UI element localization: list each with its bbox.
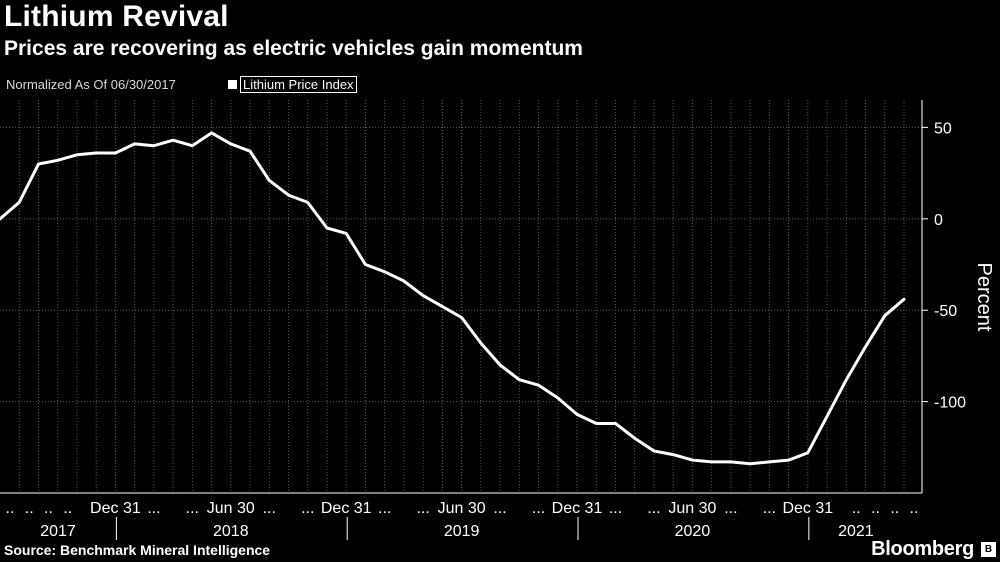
x-tick-dots: ... <box>532 500 545 517</box>
x-tick-label: Jun 30 <box>207 500 255 517</box>
x-year-label: 2017 <box>40 523 76 540</box>
x-tick-dots: .. <box>871 500 880 517</box>
chart-title: Lithium Revival <box>4 0 229 33</box>
x-tick-dots: ... <box>378 500 391 517</box>
series <box>0 131 906 466</box>
brand-mark-icon: B <box>981 542 996 557</box>
x-tick-dots: .. <box>63 500 72 517</box>
normalization-note: Normalized As Of 06/30/2017 <box>6 77 176 92</box>
legend: Lithium Price Index <box>228 76 357 93</box>
x-tick-label: Jun 30 <box>438 500 486 517</box>
y-tick-label: -50 <box>934 303 957 320</box>
y-axis-label: Percent <box>973 263 995 332</box>
x-year-label: 2019 <box>444 523 480 540</box>
chart-subtitle: Prices are recovering as electric vehicl… <box>4 37 583 60</box>
brand-logo: Bloomberg <box>871 538 974 560</box>
legend-label: Lithium Price Index <box>240 76 357 93</box>
x-tick-label: Jun 30 <box>668 500 716 517</box>
x-year-label: 2018 <box>213 523 249 540</box>
x-tick-dots: ... <box>186 500 199 517</box>
x-tick-dots: .. <box>852 500 861 517</box>
x-tick-dots: .. <box>25 500 34 517</box>
x-tick-label: Dec 31 <box>321 500 372 517</box>
x-tick-label: Dec 31 <box>552 500 603 517</box>
source-note: Source: Benchmark Mineral Intelligence <box>4 542 271 558</box>
x-year-label: 2020 <box>675 523 711 540</box>
x-tick-dots: .. <box>44 500 53 517</box>
x-tick-dots: ... <box>724 500 737 517</box>
axes <box>0 100 928 540</box>
x-tick-dots: .. <box>890 500 899 517</box>
x-tick-dots: ... <box>763 500 776 517</box>
x-tick-dots: ... <box>147 500 160 517</box>
x-tick-dots: ... <box>647 500 660 517</box>
x-tick-dots: .. <box>6 500 15 517</box>
y-tick-label: 50 <box>934 120 952 137</box>
x-tick-dots: ... <box>609 500 622 517</box>
x-tick-dots: .. <box>910 500 919 517</box>
legend-swatch <box>228 80 237 89</box>
x-tick-dots: ... <box>416 500 429 517</box>
series-line-lithium-price-index <box>0 131 906 466</box>
x-tick-label: Dec 31 <box>90 500 141 517</box>
x-tick-label: Dec 31 <box>782 500 833 517</box>
x-tick-dots: ... <box>493 500 506 517</box>
y-tick-label: 0 <box>934 212 943 229</box>
grid <box>0 100 922 493</box>
x-tick-dots: ... <box>263 500 276 517</box>
y-tick-label: -100 <box>934 395 966 412</box>
axis-labels: 50 0 -50 -100 Percent Dec 31 Jun 30 Dec 31 Jun 3… <box>6 120 995 540</box>
x-tick-dots: ... <box>301 500 314 517</box>
x-year-label: 2021 <box>838 523 874 540</box>
